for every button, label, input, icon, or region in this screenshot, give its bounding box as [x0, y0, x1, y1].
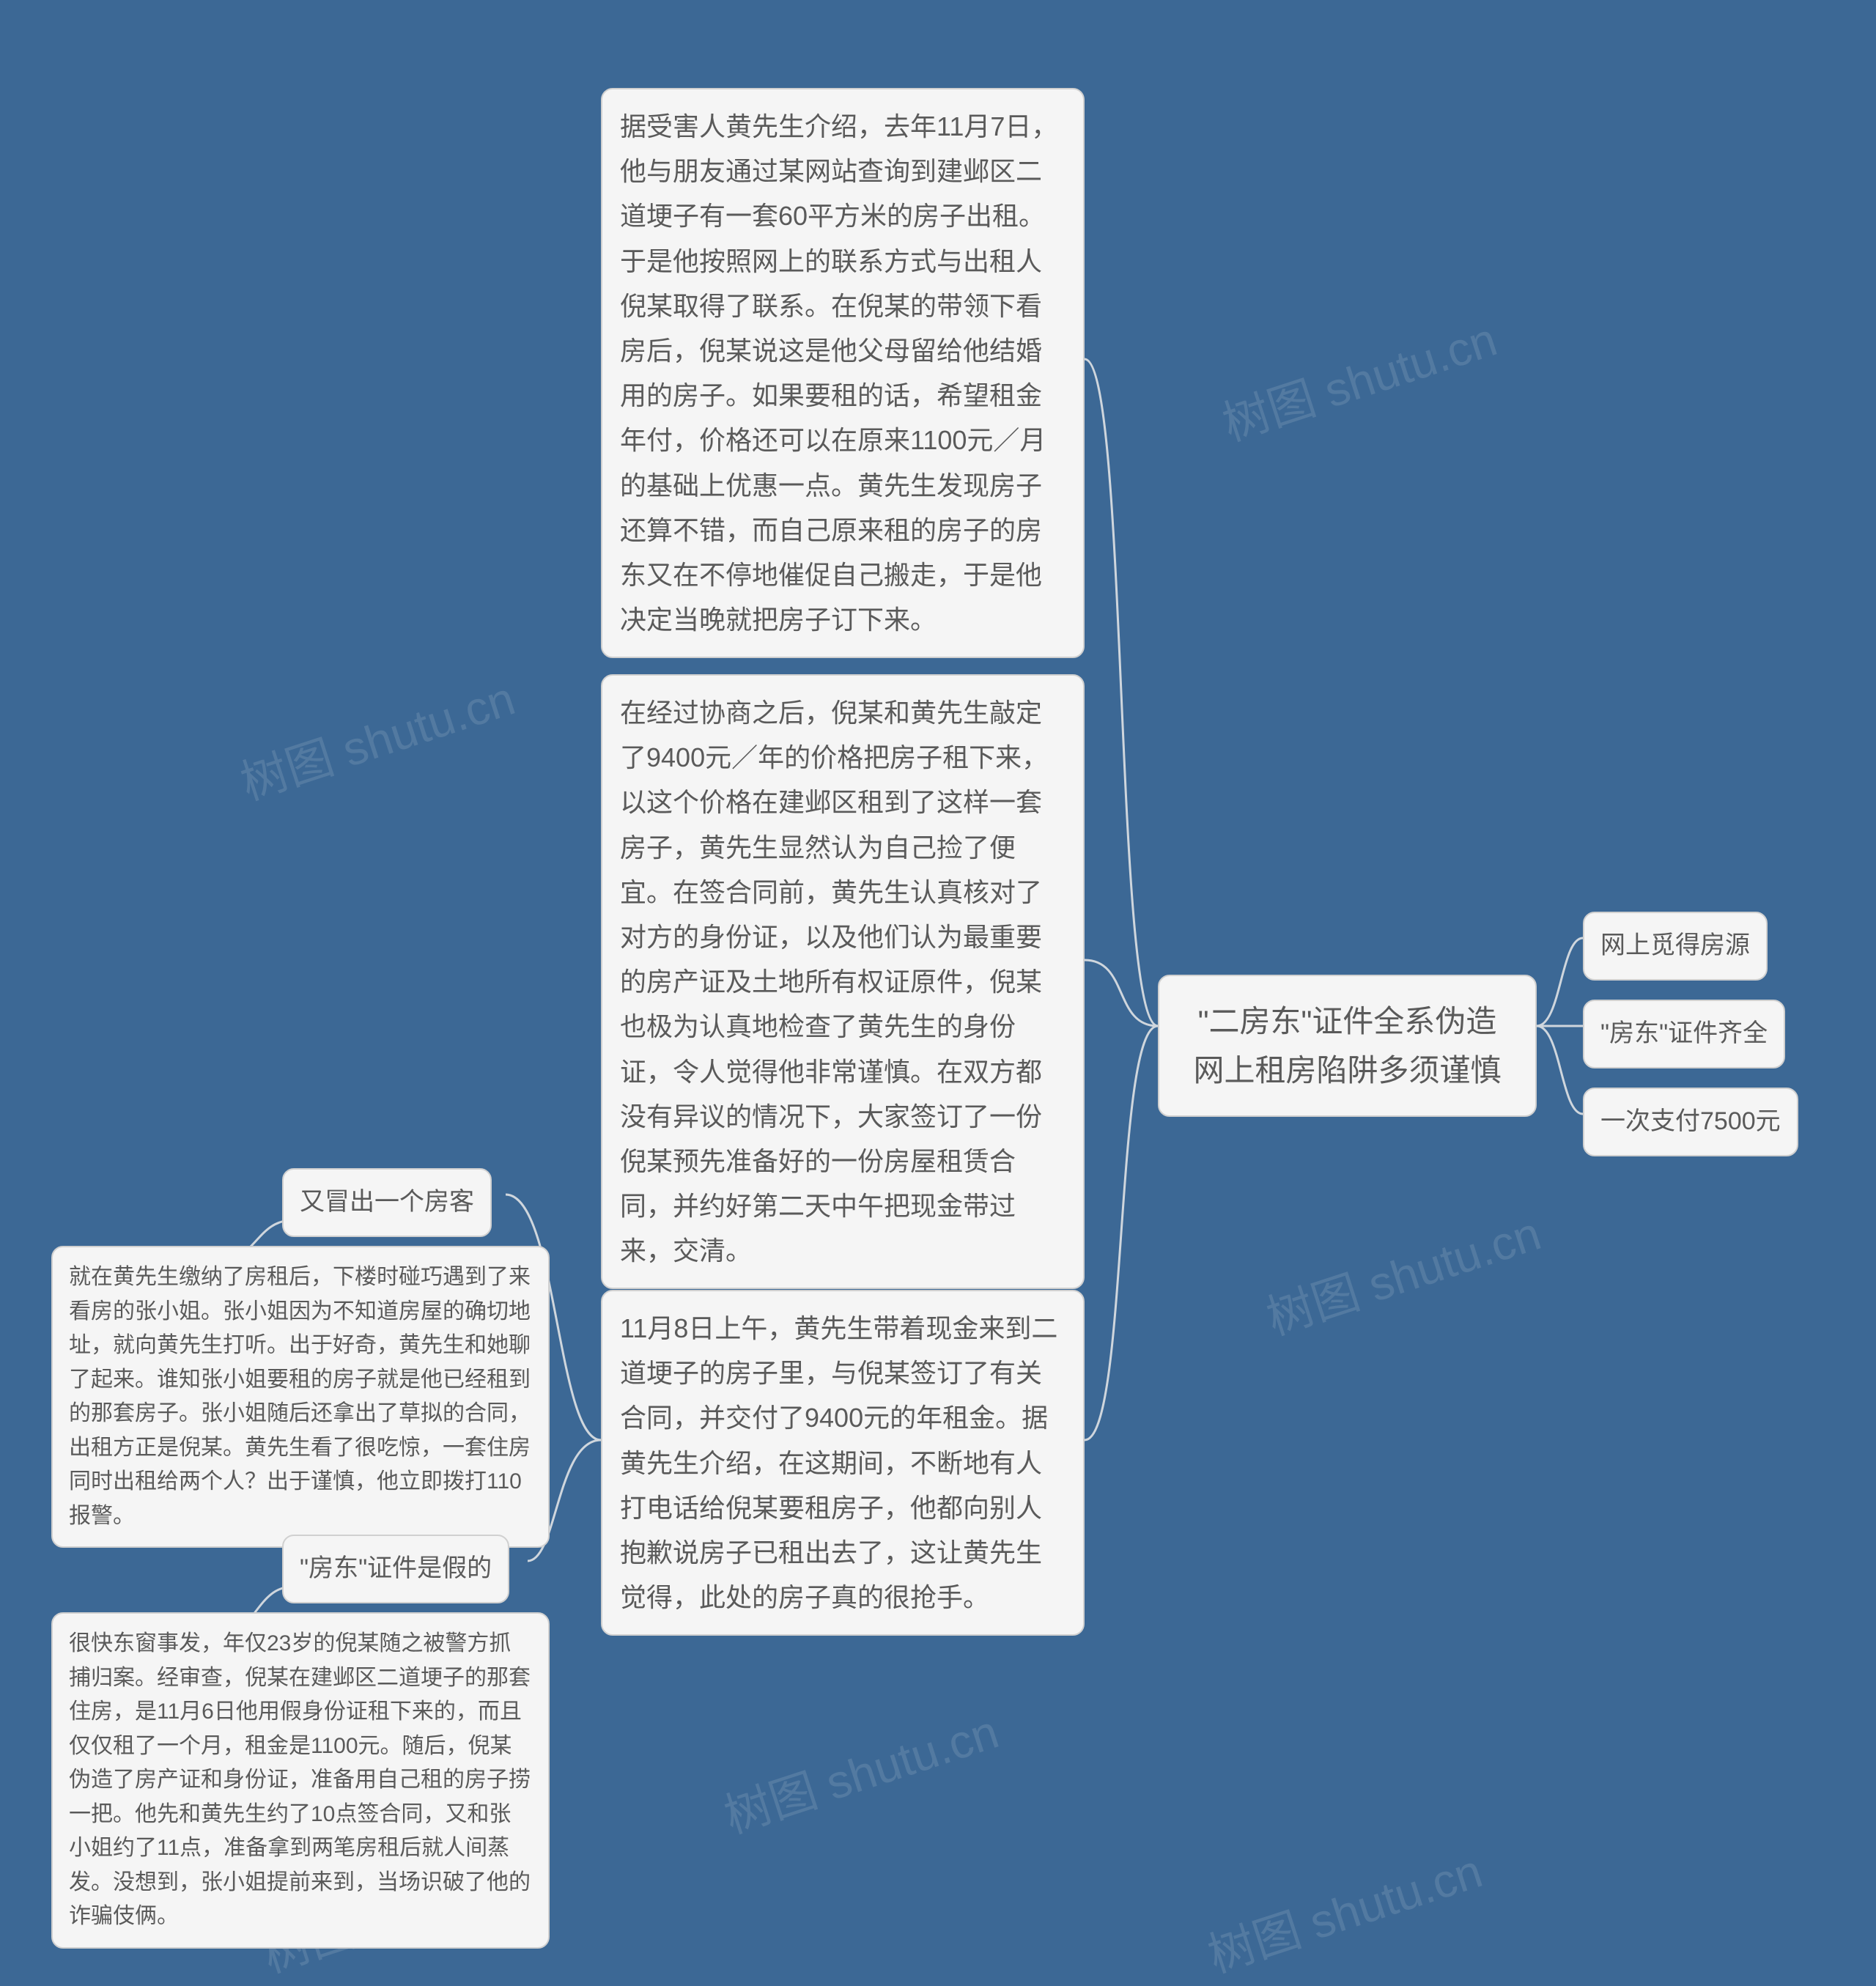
p3-child-2-body-text: 很快东窗事发，年仅23岁的倪某随之被警方抓捕归案。经审查，倪某在建邺区二道埂子的… [69, 1631, 531, 1928]
right-child-3-label: 一次支付7500元 [1600, 1107, 1781, 1135]
root-line1: "二房东"证件全系伪造 [1181, 997, 1513, 1046]
p3-child-1-body[interactable]: 就在黄先生缴纳了房租后，下楼时碰巧遇到了来看房的张小姐。张小姐因为不知道房屋的确… [51, 1246, 550, 1548]
left-paragraph-3-text: 11月8日上午，黄先生带着现金来到二道埂子的房子里，与倪某签订了有关合同，并交付… [620, 1313, 1057, 1612]
watermark: 树图 shutu.cn [1213, 302, 1504, 454]
p3-child-2-body[interactable]: 很快东窗事发，年仅23岁的倪某随之被警方抓捕归案。经审查，倪某在建邺区二道埂子的… [51, 1612, 550, 1949]
right-child-2[interactable]: "房东"证件齐全 [1583, 1000, 1785, 1068]
watermark: 树图 shutu.cn [231, 661, 522, 813]
watermark: 树图 shutu.cn [1198, 1834, 1489, 1985]
p3-child-1-title-text: 又冒出一个房客 [300, 1188, 474, 1216]
p3-child-1-body-text: 就在黄先生缴纳了房租后，下楼时碰巧遇到了来看房的张小姐。张小姐因为不知道房屋的确… [69, 1265, 531, 1528]
right-child-1-label: 网上觅得房源 [1600, 931, 1750, 959]
right-child-1[interactable]: 网上觅得房源 [1583, 912, 1768, 981]
left-paragraph-2[interactable]: 在经过协商之后，倪某和黄先生敲定了9400元／年的价格把房子租下来，以这个价格在… [601, 674, 1085, 1289]
p3-child-1-title[interactable]: 又冒出一个房客 [282, 1168, 492, 1237]
right-child-2-label: "房东"证件齐全 [1600, 1019, 1768, 1047]
left-paragraph-1-text: 据受害人黄先生介绍，去年11月7日，他与朋友通过某网站查询到建邺区二道埂子有一套… [620, 111, 1057, 635]
left-paragraph-2-text: 在经过协商之后，倪某和黄先生敲定了9400元／年的价格把房子租下来，以这个价格在… [620, 698, 1048, 1266]
p3-child-2-title[interactable]: "房东"证件是假的 [282, 1535, 509, 1603]
root-node[interactable]: "二房东"证件全系伪造 网上租房陷阱多须谨慎 [1158, 975, 1537, 1117]
left-paragraph-3[interactable]: 11月8日上午，黄先生带着现金来到二道埂子的房子里，与倪某签订了有关合同，并交付… [601, 1290, 1085, 1636]
watermark: 树图 shutu.cn [1257, 1196, 1548, 1348]
right-child-3[interactable]: 一次支付7500元 [1583, 1088, 1798, 1156]
root-line2: 网上租房陷阱多须谨慎 [1181, 1046, 1513, 1095]
left-paragraph-1[interactable]: 据受害人黄先生介绍，去年11月7日，他与朋友通过某网站查询到建邺区二道埂子有一套… [601, 88, 1085, 658]
watermark: 树图 shutu.cn [714, 1694, 1005, 1846]
p3-child-2-title-text: "房东"证件是假的 [300, 1554, 492, 1582]
